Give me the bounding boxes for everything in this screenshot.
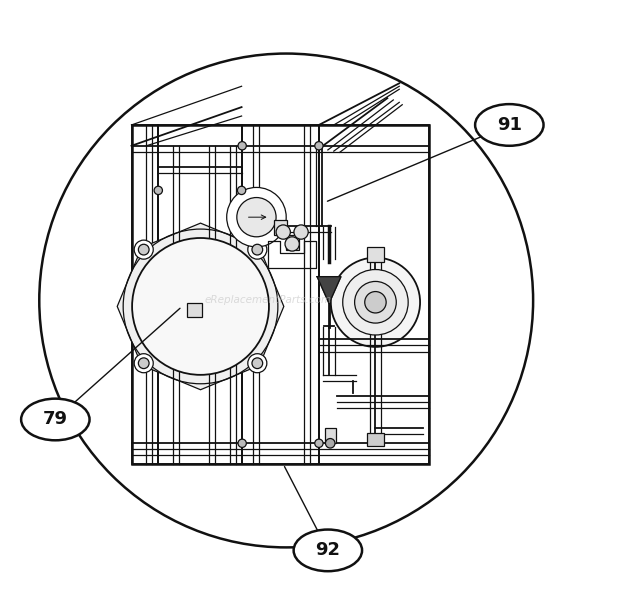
Circle shape — [227, 187, 286, 247]
Circle shape — [237, 186, 246, 195]
Bar — [274, 220, 288, 235]
Circle shape — [138, 358, 149, 368]
Circle shape — [134, 353, 153, 372]
Circle shape — [315, 142, 323, 150]
Circle shape — [285, 237, 299, 251]
Bar — [286, 235, 299, 250]
Circle shape — [252, 358, 263, 368]
Circle shape — [252, 245, 263, 255]
Circle shape — [276, 225, 290, 239]
Circle shape — [237, 198, 276, 237]
Bar — [366, 247, 384, 262]
Bar — [131, 125, 158, 464]
Ellipse shape — [21, 399, 89, 440]
Bar — [325, 428, 335, 443]
Bar — [367, 433, 384, 446]
Bar — [187, 303, 202, 317]
Ellipse shape — [475, 104, 544, 146]
Circle shape — [238, 439, 246, 447]
Circle shape — [326, 439, 335, 448]
Circle shape — [138, 245, 149, 255]
Bar — [158, 125, 242, 464]
Polygon shape — [317, 277, 341, 303]
Circle shape — [365, 292, 386, 313]
Circle shape — [134, 240, 153, 259]
Circle shape — [343, 270, 408, 335]
Text: 79: 79 — [43, 411, 68, 428]
Circle shape — [315, 439, 323, 447]
Bar — [242, 125, 319, 464]
Bar — [319, 125, 429, 464]
Circle shape — [238, 142, 246, 150]
Text: 91: 91 — [497, 116, 522, 134]
Circle shape — [248, 240, 267, 259]
Polygon shape — [117, 223, 284, 390]
Circle shape — [355, 281, 396, 323]
Circle shape — [248, 353, 267, 372]
Circle shape — [39, 54, 533, 547]
Text: 92: 92 — [316, 541, 340, 559]
Circle shape — [331, 258, 420, 347]
Bar — [131, 125, 429, 464]
Circle shape — [294, 225, 308, 239]
Ellipse shape — [294, 530, 362, 571]
Circle shape — [132, 238, 269, 375]
Circle shape — [154, 186, 162, 195]
Text: eReplacementParts.com: eReplacementParts.com — [205, 296, 332, 305]
